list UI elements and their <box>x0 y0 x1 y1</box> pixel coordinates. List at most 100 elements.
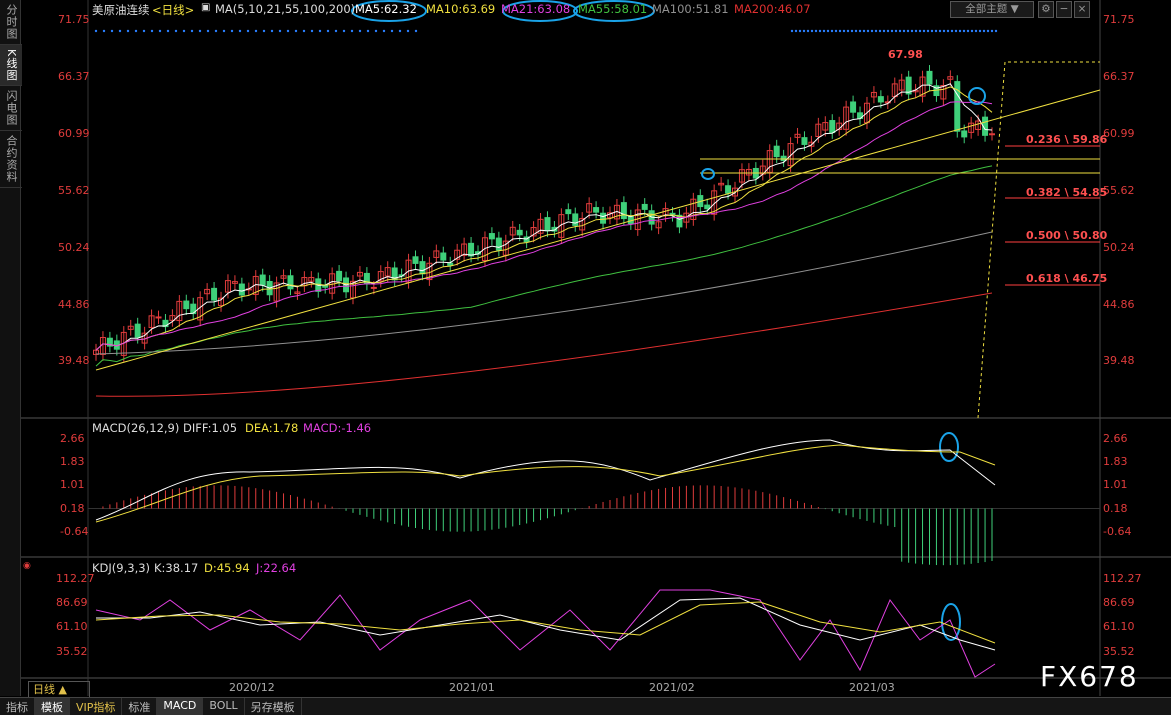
date-label: 2021/01 <box>449 681 495 694</box>
tab-templates[interactable]: 模板 <box>35 698 70 715</box>
dot-marker <box>962 29 966 33</box>
side-panel: 分时图 K线图 闪电图 合约资料 <box>0 0 22 696</box>
macd-diff: DIFF:1.05 <box>183 421 238 435</box>
candle-body <box>155 316 162 319</box>
macd-axis-right-label: 2.66 <box>1103 432 1128 445</box>
dot-marker <box>342 29 346 33</box>
highlight-ellipse <box>573 0 655 22</box>
candle-body <box>134 323 141 338</box>
candle-body <box>440 252 447 261</box>
ma10-line <box>95 86 993 351</box>
ma5-line <box>95 83 993 351</box>
dot-marker <box>802 29 806 33</box>
candle-body <box>989 133 995 136</box>
tab-save-template[interactable]: 另存模板 <box>245 698 302 715</box>
candle-body <box>405 259 412 283</box>
dot-marker <box>390 29 394 33</box>
dot-marker <box>814 29 818 33</box>
dot-marker <box>886 29 890 33</box>
dot-marker <box>910 29 914 33</box>
dot-marker <box>198 29 202 33</box>
dot-marker <box>358 29 362 33</box>
dot-marker <box>970 29 974 33</box>
candle-body <box>787 143 794 167</box>
date-label: 2020/12 <box>229 681 275 694</box>
candle-body <box>655 221 662 229</box>
price-axis-left-label: 66.37 <box>58 70 90 83</box>
theme-dropdown[interactable]: 全部主题 ▼ <box>950 1 1034 18</box>
close-icon[interactable]: × <box>1074 1 1090 18</box>
candle-body <box>377 271 384 282</box>
dot-marker <box>94 29 98 33</box>
watermark-logo: FX678 <box>1040 660 1139 693</box>
theme-dropdown-label: 全部主题 <box>965 3 1008 15</box>
candle-body <box>447 262 454 266</box>
candle-body <box>280 275 287 279</box>
period-selector[interactable]: 日线 ▲ <box>28 681 90 698</box>
dot-marker <box>158 29 162 33</box>
candle-body <box>530 227 537 237</box>
settings-icon[interactable]: ⚙ <box>1038 1 1054 18</box>
dot-marker <box>850 29 854 33</box>
ma55-line <box>95 165 993 367</box>
kdj-settings-icon[interactable]: ◉ <box>23 561 31 571</box>
minus-icon[interactable]: − <box>1056 1 1072 18</box>
tab-boll[interactable]: BOLL <box>203 698 245 715</box>
dot-marker <box>382 29 386 33</box>
tab-indicators[interactable]: 指标 <box>0 698 35 715</box>
macd-axis-left-label: 0.18 <box>60 502 85 515</box>
instrument-title: 美原油连续 <box>92 3 150 17</box>
macd-axis-right-label: -0.64 <box>1103 525 1132 538</box>
dot-marker <box>982 29 986 33</box>
dot-marker <box>942 29 946 33</box>
candle-body <box>468 242 475 257</box>
candle-body <box>384 267 391 277</box>
candle-body <box>238 283 245 296</box>
candle-body <box>336 270 343 282</box>
candle-body <box>391 267 398 281</box>
dot-marker <box>874 29 878 33</box>
dot-marker <box>222 29 226 33</box>
price-axis-right-label: 44.86 <box>1103 298 1135 311</box>
dot-marker <box>866 29 870 33</box>
dot-marker <box>842 29 846 33</box>
candle-body <box>419 261 426 275</box>
dot-marker <box>882 29 886 33</box>
candle-body <box>843 106 850 130</box>
price-axis-left-label: 60.99 <box>58 127 90 140</box>
tab-vip-indicators[interactable]: VIP指标 <box>70 698 123 715</box>
candle-body <box>926 70 933 85</box>
tab-macd[interactable]: MACD <box>157 698 204 715</box>
macd-axis-left-label: -0.64 <box>60 525 89 538</box>
side-tab-timeshare[interactable]: 分时图 <box>0 0 22 45</box>
candle-body <box>593 207 600 213</box>
side-tab-contract-info[interactable]: 合约资料 <box>0 131 22 189</box>
candle-body <box>322 285 329 288</box>
tab-standard[interactable]: 标准 <box>122 698 158 715</box>
candle-body <box>93 349 99 355</box>
dot-marker <box>954 29 958 33</box>
kdj-d-line <box>95 601 996 644</box>
price-axis-right-label: 71.75 <box>1103 13 1135 26</box>
dot-marker <box>818 29 822 33</box>
candle-body <box>815 123 822 138</box>
ma21-line <box>95 101 993 351</box>
dot-marker <box>398 29 402 33</box>
kdj-axis-right-label: 61.10 <box>1103 620 1135 633</box>
ma-icon[interactable]: ▣ <box>201 2 211 13</box>
side-tab-flash[interactable]: 闪电图 <box>0 86 22 132</box>
price-axis-right-label: 60.99 <box>1103 127 1135 140</box>
candle-body <box>558 214 565 238</box>
candle-body <box>162 319 169 328</box>
dot-marker <box>914 29 918 33</box>
kdj-axis-right-label: 35.52 <box>1103 645 1135 658</box>
highlight-ellipse <box>968 87 986 105</box>
candle-body <box>850 101 857 113</box>
candle-body <box>676 214 683 228</box>
candle-body <box>509 226 516 236</box>
side-tab-kline[interactable]: K线图 <box>0 45 22 87</box>
dot-marker <box>182 29 186 33</box>
dot-marker <box>350 29 354 33</box>
ma100-value: MA100:51.81 <box>652 2 729 16</box>
